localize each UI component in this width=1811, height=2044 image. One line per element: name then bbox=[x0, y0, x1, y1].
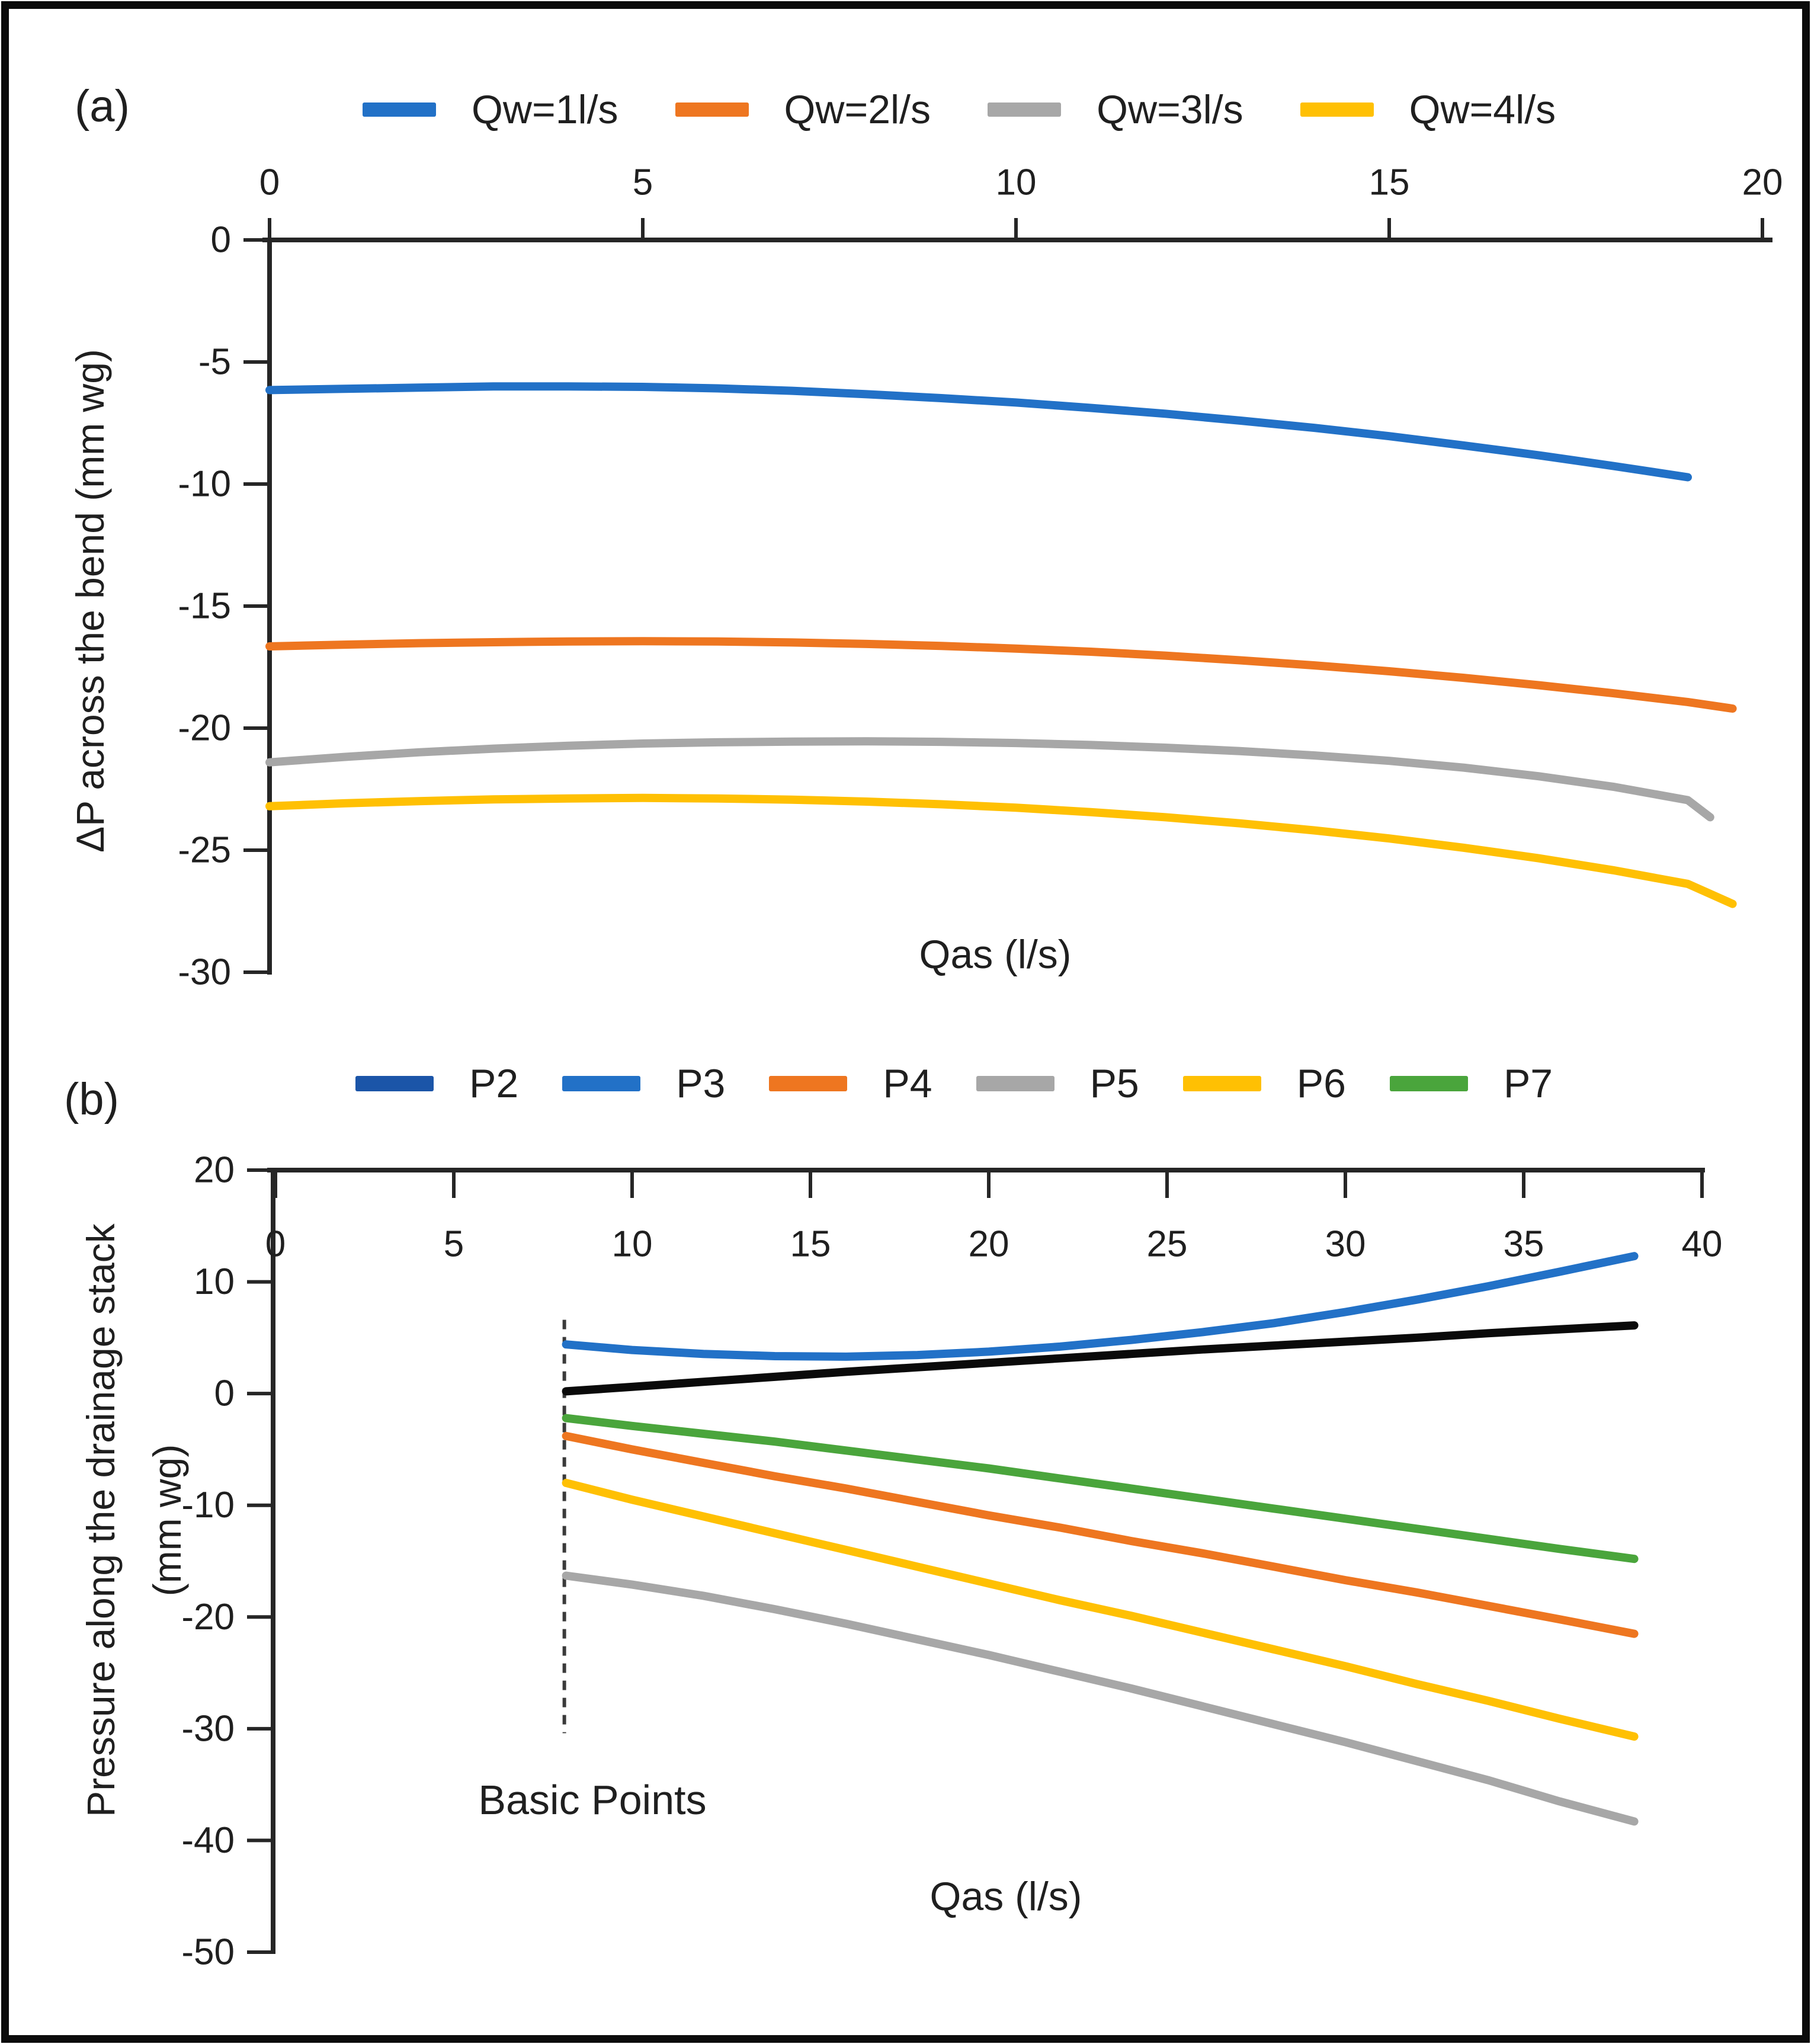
legend-label: P5 bbox=[1089, 1061, 1139, 1106]
legend-label: Qw=4l/s bbox=[1409, 87, 1556, 132]
panel-b-x-tick-label: 35 bbox=[1504, 1224, 1544, 1265]
legend-swatch-icon bbox=[562, 1076, 641, 1091]
panel-a-legend-item-qw4ls: Qw=4l/s bbox=[1300, 86, 1556, 133]
panel-a-y-tick-label: -15 bbox=[178, 586, 231, 627]
panel-a-y-tick-label: -5 bbox=[198, 342, 231, 383]
panel-b-x-tick-label: 20 bbox=[969, 1224, 1009, 1265]
panel-b-legend-item-p5: P5 bbox=[976, 1061, 1139, 1107]
panel-b-x-tick-label: 15 bbox=[790, 1224, 831, 1265]
panel-a-y-axis-title: ΔP across the bend (mm wg) bbox=[68, 349, 112, 853]
panel-a-legend-item-qw3ls: Qw=3l/s bbox=[988, 86, 1243, 133]
panel-a-series-qw1ls bbox=[265, 382, 1692, 482]
panel-b-y-tick-label: -30 bbox=[181, 1708, 235, 1749]
panel-b-x-tick-label: 5 bbox=[444, 1224, 464, 1265]
panel-a-y-tick-label: -10 bbox=[178, 464, 231, 505]
panel-a-x-axis-title: Qas (l/s) bbox=[919, 932, 1072, 977]
panel-b-x-tick-label: 0 bbox=[265, 1224, 286, 1265]
legend-label: P2 bbox=[469, 1061, 519, 1106]
panel-a-x-tick-label: 10 bbox=[996, 162, 1037, 203]
panel-a-y-tick-label: -20 bbox=[178, 708, 231, 749]
panel-b-y-tick-label: -10 bbox=[181, 1485, 235, 1526]
legend-swatch-icon bbox=[363, 102, 436, 117]
panel-a-series-qw4ls bbox=[265, 793, 1737, 908]
panel-a-y-tick-label: 0 bbox=[211, 220, 231, 261]
legend-swatch-icon bbox=[1182, 1076, 1261, 1091]
legend-swatch-icon bbox=[988, 102, 1062, 117]
panel-b-legend-item-p6: P6 bbox=[1182, 1061, 1346, 1107]
legend-swatch-icon bbox=[769, 1076, 848, 1091]
panel-b-legend-item-p7: P7 bbox=[1389, 1061, 1553, 1107]
panel-a-x-tick-label: 0 bbox=[259, 162, 280, 203]
panel-a-x-tick-label: 15 bbox=[1369, 162, 1410, 203]
legend-swatch-icon bbox=[976, 1076, 1054, 1091]
panel-b-y-tick-label: -20 bbox=[181, 1597, 235, 1638]
panel-b-x-tick-label: 40 bbox=[1682, 1224, 1723, 1265]
legend-label: Qw=3l/s bbox=[1097, 87, 1243, 132]
legend-label: Qw=1l/s bbox=[472, 87, 618, 132]
panel-b-y-tick-label: 20 bbox=[194, 1150, 235, 1191]
panel-b-y-axis-title: Pressure along the drainage stack bbox=[79, 1223, 123, 1817]
legend-swatch-icon bbox=[1389, 1076, 1468, 1091]
panel-b-legend-item-p2: P2 bbox=[355, 1061, 518, 1107]
panel-b-legend-item-p3: P3 bbox=[562, 1061, 725, 1107]
panel-b-y-axis-title-units: (mm wg) bbox=[145, 1444, 189, 1597]
panel-b-y-tick-label: -50 bbox=[181, 1932, 235, 1973]
panel-b-x-tick-label: 25 bbox=[1147, 1224, 1188, 1265]
legend-label: P7 bbox=[1503, 1061, 1553, 1106]
panel-a-x-tick-label: 20 bbox=[1742, 162, 1783, 203]
legend-swatch-icon bbox=[355, 1076, 434, 1091]
panel-a-label: (a) bbox=[75, 81, 130, 132]
panel-b-series-p3 bbox=[562, 1252, 1639, 1361]
panel-b-x-tick-label: 30 bbox=[1325, 1224, 1366, 1265]
panel-b-label: (b) bbox=[64, 1074, 119, 1124]
panel-a-legend: Qw=1l/s Qw=2l/s Qw=3l/s Qw=4l/s bbox=[363, 86, 1556, 133]
panel-a-series-qw3ls bbox=[265, 737, 1714, 822]
panel-a-legend-item-qw2ls: Qw=2l/s bbox=[675, 86, 931, 133]
panel-b-series-p7 bbox=[562, 1414, 1639, 1564]
panel-b-y-tick-label: -40 bbox=[181, 1820, 235, 1861]
annotation-basic-points: Basic Points bbox=[478, 1777, 707, 1823]
legend-label: Qw=2l/s bbox=[784, 87, 931, 132]
panel-b-x-axis-title: Qas (l/s) bbox=[929, 1874, 1082, 1919]
panel-a-series-qw2ls bbox=[265, 637, 1737, 713]
legend-label: P4 bbox=[883, 1061, 932, 1106]
panel-a-x-tick-label: 5 bbox=[633, 162, 653, 203]
panel-b-y-tick-label: 0 bbox=[214, 1373, 235, 1414]
panel-b-legend: P2 P3 P4 P5 P6 P7 bbox=[355, 1061, 1553, 1107]
legend-label: P6 bbox=[1296, 1061, 1346, 1106]
legend-label: P3 bbox=[676, 1061, 726, 1106]
panel-b-x-tick-label: 10 bbox=[612, 1224, 653, 1265]
panel-a-y-tick-label: -30 bbox=[178, 952, 231, 993]
panel-b-legend-item-p4: P4 bbox=[769, 1061, 932, 1107]
panel-a-legend-item-qw1ls: Qw=1l/s bbox=[363, 86, 618, 133]
legend-swatch-icon bbox=[675, 102, 749, 117]
legend-swatch-icon bbox=[1300, 102, 1374, 117]
panel-a-y-tick-label: -25 bbox=[178, 830, 231, 871]
panel-b-series-p5 bbox=[562, 1571, 1639, 1826]
panel-b-series-p6 bbox=[562, 1479, 1639, 1741]
panel-b-series-p4 bbox=[562, 1431, 1639, 1638]
panel-b-y-tick-label: 10 bbox=[194, 1261, 235, 1302]
panel-b-series-p2 bbox=[562, 1321, 1639, 1396]
